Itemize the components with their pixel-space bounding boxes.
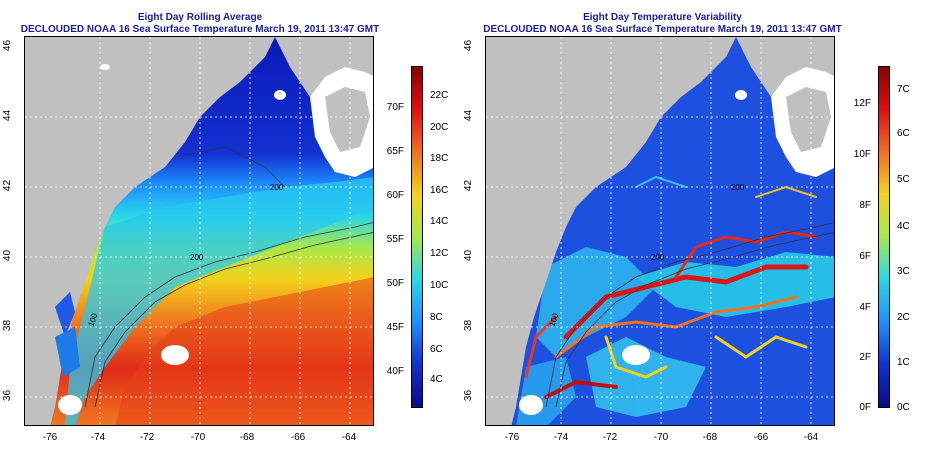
x-tick: -72 <box>602 432 618 443</box>
sst-variability-map-image: 200 200 100 <box>486 37 834 425</box>
x-tick: -70 <box>653 432 669 443</box>
y-tick: 44 <box>463 109 475 122</box>
colorbar-c-label: 4C <box>430 374 443 385</box>
colorbar-c-label: 22C <box>430 90 449 101</box>
colorbar-c-label: 4C <box>897 221 910 232</box>
contour-label: 100 <box>86 312 99 328</box>
colorbar-f-label: 10F <box>853 149 871 160</box>
colorbar-f-label: 4F <box>859 302 871 313</box>
sst-average-map-image: 200 200 100 <box>25 37 373 425</box>
sst-average-map[interactable]: 200 200 100 <box>24 36 374 426</box>
colorbar-f-label: 55F <box>386 234 404 245</box>
colorbar-c-label: 16C <box>430 185 449 196</box>
y-tick: 46 <box>463 39 475 52</box>
colorbar-c-label: 12C <box>430 248 449 259</box>
x-tick: -66 <box>753 432 769 443</box>
contour-label: 200 <box>190 253 204 262</box>
colorbar-c-label: 3C <box>897 266 910 277</box>
panel-subtitle: DECLOUDED NOAA 16 Sea Surface Temperatur… <box>483 24 842 35</box>
y-tick: 42 <box>463 179 475 192</box>
y-tick: 40 <box>2 249 14 262</box>
panel-title: Eight Day Temperature Variability <box>583 12 742 23</box>
x-tick: -74 <box>90 432 106 443</box>
colorbar-c-label: 6C <box>897 128 910 139</box>
colorbar-f-label: 8F <box>859 200 871 211</box>
contour-label: 200 <box>731 183 745 192</box>
colorbar-c-label: 2C <box>897 312 910 323</box>
colorbar-f-label: 40F <box>386 366 404 377</box>
contour-label: 100 <box>547 312 560 328</box>
colorbar-c-label: 10C <box>430 280 449 291</box>
land-mass <box>25 37 275 425</box>
x-tick: -68 <box>239 432 255 443</box>
sst-variability-panel: Eight Day Temperature Variability DECLOU… <box>463 0 950 475</box>
sst-colorbar <box>411 66 423 408</box>
contour-label: 200 <box>651 253 665 262</box>
colorbar-f-label: 12F <box>853 98 871 109</box>
x-tick: -64 <box>341 432 357 443</box>
y-tick: 40 <box>463 249 475 262</box>
colorbar-f-label: 6F <box>859 251 871 262</box>
colorbar-f-label: 70F <box>386 102 404 113</box>
colorbar-f-label: 65F <box>386 146 404 157</box>
contour-label: 200 <box>270 183 284 192</box>
y-tick: 38 <box>2 319 14 332</box>
y-tick: 36 <box>463 389 475 402</box>
colorbar-f-label: 45F <box>386 322 404 333</box>
colorbar-f-label: 60F <box>386 190 404 201</box>
colorbar-c-label: 0C <box>897 402 910 413</box>
y-tick: 36 <box>2 389 14 402</box>
y-tick: 44 <box>2 109 14 122</box>
panel-subtitle: DECLOUDED NOAA 16 Sea Surface Temperatur… <box>20 24 380 35</box>
colorbar-c-label: 14C <box>430 216 449 227</box>
x-tick: -64 <box>803 432 819 443</box>
colorbar-c-label: 5C <box>897 174 910 185</box>
x-tick: -76 <box>42 432 58 443</box>
panel-title: Eight Day Rolling Average <box>137 12 263 23</box>
x-tick: -72 <box>139 432 155 443</box>
y-tick: 38 <box>463 319 475 332</box>
x-tick: -70 <box>190 432 206 443</box>
x-tick: -66 <box>290 432 306 443</box>
variability-colorbar <box>878 66 890 408</box>
x-tick: -68 <box>702 432 718 443</box>
y-tick: 46 <box>2 39 14 52</box>
sst-average-panel: Eight Day Rolling Average DECLOUDED NOAA… <box>2 12 449 443</box>
colorbar-f-label: 0F <box>859 402 871 413</box>
colorbar-c-label: 8C <box>430 312 443 323</box>
colorbar-f-label: 2F <box>859 352 871 363</box>
colorbar-c-label: 18C <box>430 153 449 164</box>
land-mass <box>486 37 736 425</box>
colorbar-c-label: 6C <box>430 344 443 355</box>
y-tick: 42 <box>2 179 14 192</box>
sst-variability-map[interactable]: 200 200 100 <box>485 36 835 426</box>
colorbar-c-label: 1C <box>897 357 910 368</box>
x-tick: -74 <box>553 432 569 443</box>
colorbar-f-label: 50F <box>386 278 404 289</box>
colorbar-c-label: 7C <box>897 84 910 95</box>
x-tick: -76 <box>504 432 520 443</box>
colorbar-c-label: 20C <box>430 122 449 133</box>
